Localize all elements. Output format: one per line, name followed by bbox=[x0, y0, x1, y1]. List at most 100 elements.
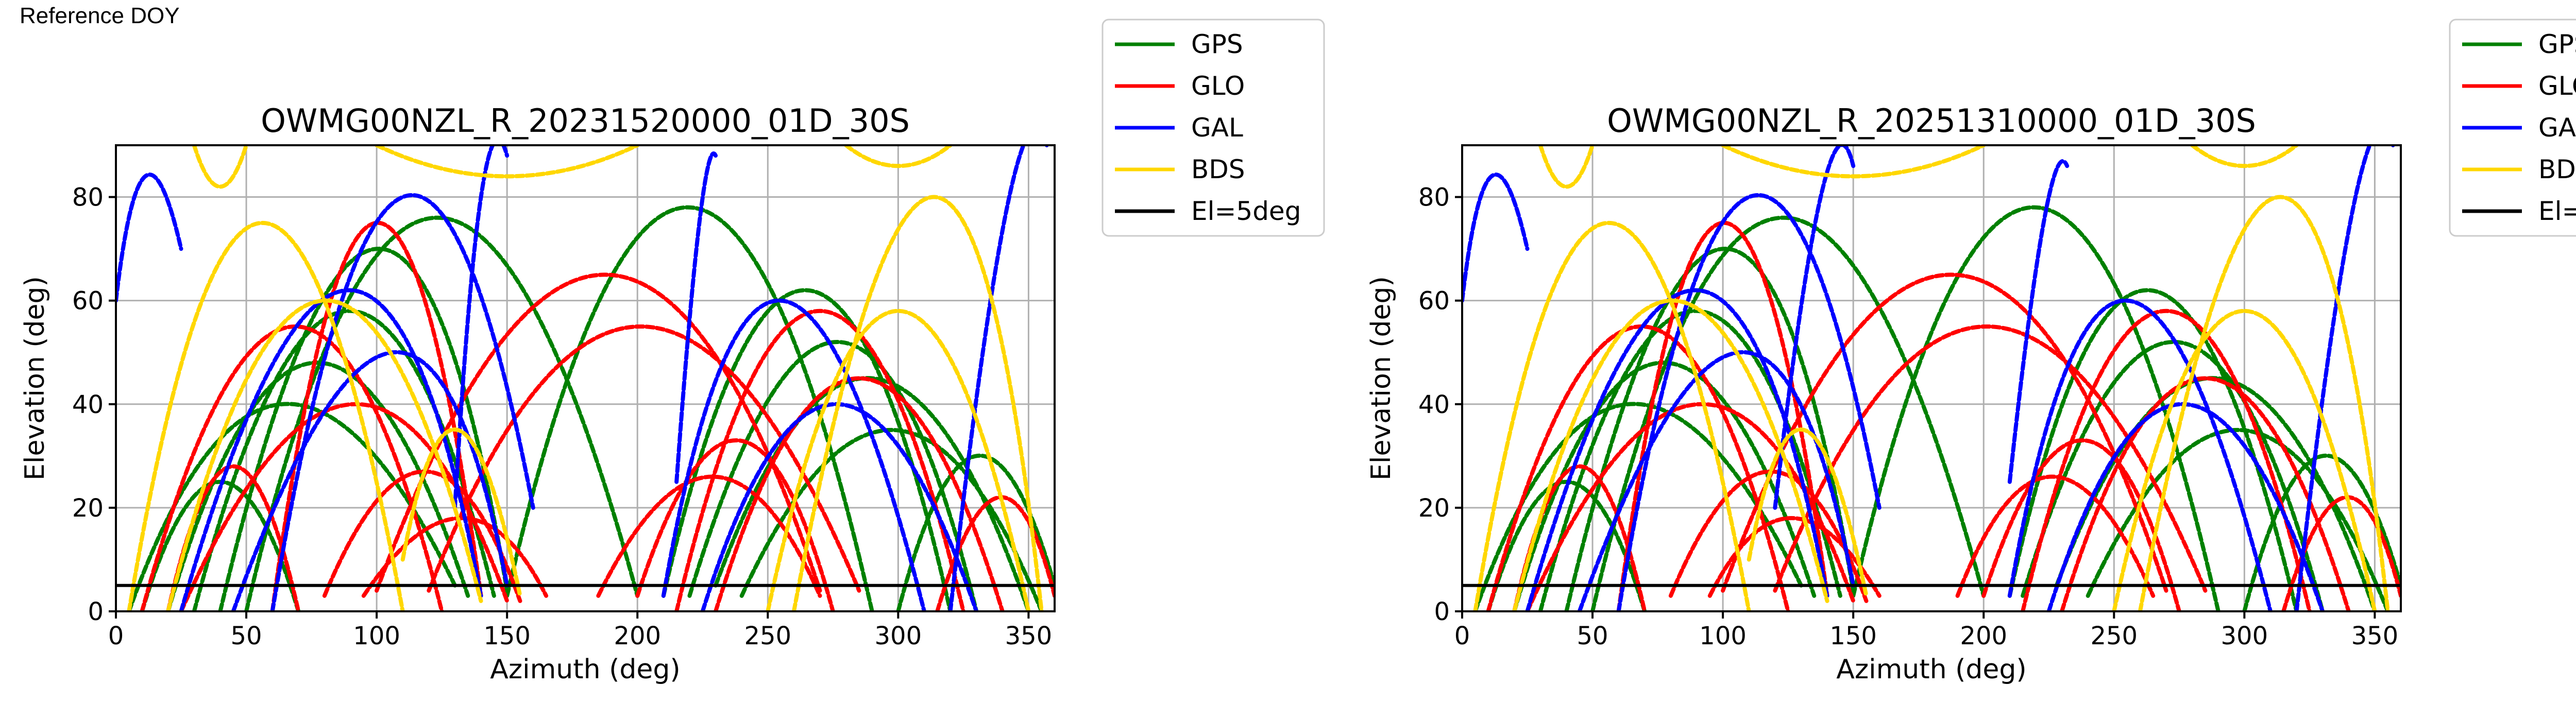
series-gps-arc bbox=[244, 215, 640, 611]
x-tick-label: 150 bbox=[483, 622, 531, 650]
x-tick-label: 250 bbox=[744, 622, 791, 650]
x-axis-label: Azimuth (deg) bbox=[490, 654, 680, 685]
series-gps-arc bbox=[1538, 308, 1842, 611]
legend-label: GAL bbox=[2538, 113, 2576, 143]
y-tick-label: 80 bbox=[72, 183, 104, 212]
series-gal-arc bbox=[231, 350, 510, 611]
plot-area bbox=[116, 145, 1055, 611]
series-bds-arc bbox=[1538, 145, 1595, 189]
series-gal-arc bbox=[116, 173, 183, 303]
series-gal-arc bbox=[2007, 159, 2070, 484]
x-tick-label: 200 bbox=[614, 622, 661, 650]
series-gps-arc bbox=[1512, 361, 1817, 611]
series-gal-arc bbox=[270, 193, 535, 611]
chart-2: 0 50 100 150 200 250 300 350 0 20 40 60 80 OWMG00NZL_… bbox=[1366, 19, 2576, 685]
x-tick-label: 350 bbox=[1005, 622, 1053, 650]
series-glo-arc bbox=[1955, 474, 2156, 598]
series-bds-arc bbox=[375, 145, 640, 179]
legend-label: GAL bbox=[1191, 113, 1243, 143]
y-tick-label: 20 bbox=[72, 494, 104, 523]
x-tick-label: 150 bbox=[1829, 622, 1877, 650]
legend-label: GLO bbox=[2538, 71, 2576, 101]
legend-label: GPS bbox=[2538, 29, 2576, 59]
plot-frame bbox=[1461, 144, 2402, 612]
series-gps-arc bbox=[661, 288, 953, 611]
y-tick-label: 40 bbox=[1418, 390, 1450, 419]
series-glo-arc bbox=[179, 402, 510, 611]
x-tick-label: 200 bbox=[1960, 622, 2007, 650]
y-axis-label: Elevation (deg) bbox=[20, 276, 50, 481]
series-gps-arc bbox=[739, 427, 1044, 611]
x-axis-label: Azimuth (deg) bbox=[1836, 654, 2026, 685]
legend-label: El=5deg bbox=[1191, 196, 1301, 226]
x-tick-label: 300 bbox=[875, 622, 922, 650]
series-gal-arc bbox=[674, 151, 718, 484]
series-glo-arc bbox=[1721, 272, 2168, 593]
series-bds-arc bbox=[2112, 308, 2377, 611]
x-tick-label: 100 bbox=[353, 622, 400, 650]
series-bds-arc bbox=[1747, 427, 1869, 598]
series-gal-arc bbox=[661, 298, 926, 611]
x-tick-label: 0 bbox=[108, 622, 124, 650]
series-bds-arc bbox=[2190, 145, 2299, 168]
series-gal-arc bbox=[2007, 298, 2273, 611]
series-gps-arc bbox=[1590, 215, 1986, 611]
legend-label: El=5deg bbox=[2538, 196, 2576, 226]
series-gps-arc bbox=[2021, 340, 2325, 611]
series-gps-arc bbox=[2086, 427, 2390, 611]
legend-label: GPS bbox=[1191, 29, 1243, 59]
series-bds-arc bbox=[1473, 220, 1751, 611]
series-gps-arc bbox=[687, 340, 979, 611]
chart-title: OWMG00NZL_R_20251310000_01D_30S bbox=[1607, 102, 2256, 140]
series-gps-arc bbox=[218, 247, 510, 611]
legend-label: BDS bbox=[2538, 155, 2576, 184]
series-bds-arc bbox=[400, 427, 522, 598]
series-gps-arc bbox=[166, 361, 470, 611]
series-glo-arc bbox=[1773, 324, 2208, 593]
series-gps-arc bbox=[1851, 205, 2221, 611]
series-bds-arc bbox=[2138, 195, 2390, 611]
y-tick-label: 60 bbox=[1418, 287, 1450, 316]
series-gps-arc bbox=[505, 205, 874, 611]
series-glo-arc bbox=[635, 438, 835, 611]
legend-box bbox=[1101, 19, 1325, 237]
series-gal-arc bbox=[2294, 145, 2395, 611]
legend: GPS GLO GAL BDS El=5deg bbox=[1101, 19, 1325, 237]
y-tick-label: 80 bbox=[1418, 183, 1450, 212]
y-tick-label: 0 bbox=[1434, 597, 1450, 626]
x-tick-label: 300 bbox=[2221, 622, 2268, 650]
y-tick-label: 40 bbox=[72, 390, 104, 419]
series-glo-arc bbox=[2060, 376, 2351, 611]
series-gal-arc bbox=[948, 145, 1049, 611]
page-label: Reference DOY bbox=[20, 3, 180, 28]
x-tick-label: 0 bbox=[1454, 622, 1470, 650]
legend: GPS GLO GAL BDS El=5deg bbox=[2449, 19, 2576, 237]
series-glo-arc bbox=[375, 272, 822, 593]
series-gal-arc bbox=[1773, 145, 1856, 510]
series-gps-arc bbox=[192, 308, 496, 611]
series-gps-arc bbox=[1564, 247, 1856, 611]
plot-frame bbox=[115, 144, 1056, 612]
series-bds-arc bbox=[192, 145, 249, 189]
legend-label: BDS bbox=[1191, 155, 1245, 184]
y-tick-label: 0 bbox=[88, 597, 104, 626]
series-glo-arc bbox=[674, 309, 965, 611]
series-glo-arc bbox=[1525, 402, 1856, 611]
series-gps-arc bbox=[2007, 288, 2299, 611]
x-tick-label: 250 bbox=[2090, 622, 2138, 650]
series-glo-arc bbox=[714, 376, 1005, 611]
chart-title: OWMG00NZL_R_20231520000_01D_30S bbox=[261, 102, 910, 140]
y-tick-label: 60 bbox=[72, 287, 104, 316]
x-tick-label: 50 bbox=[231, 622, 262, 650]
series-bds-arc bbox=[1721, 145, 1986, 179]
x-tick-label: 100 bbox=[1699, 622, 1747, 650]
x-tick-label: 50 bbox=[1577, 622, 1608, 650]
legend-label: GLO bbox=[1191, 71, 1245, 101]
chart-1: 0 50 100 150 200 250 300 350 0 20 40 60 80 OWMG00NZL_… bbox=[20, 19, 1325, 685]
series-glo-arc bbox=[427, 324, 861, 593]
series-glo-arc bbox=[2021, 309, 2312, 611]
series-bds-arc bbox=[127, 220, 405, 611]
plot-area bbox=[1462, 145, 2401, 611]
y-tick-label: 20 bbox=[1418, 494, 1450, 523]
